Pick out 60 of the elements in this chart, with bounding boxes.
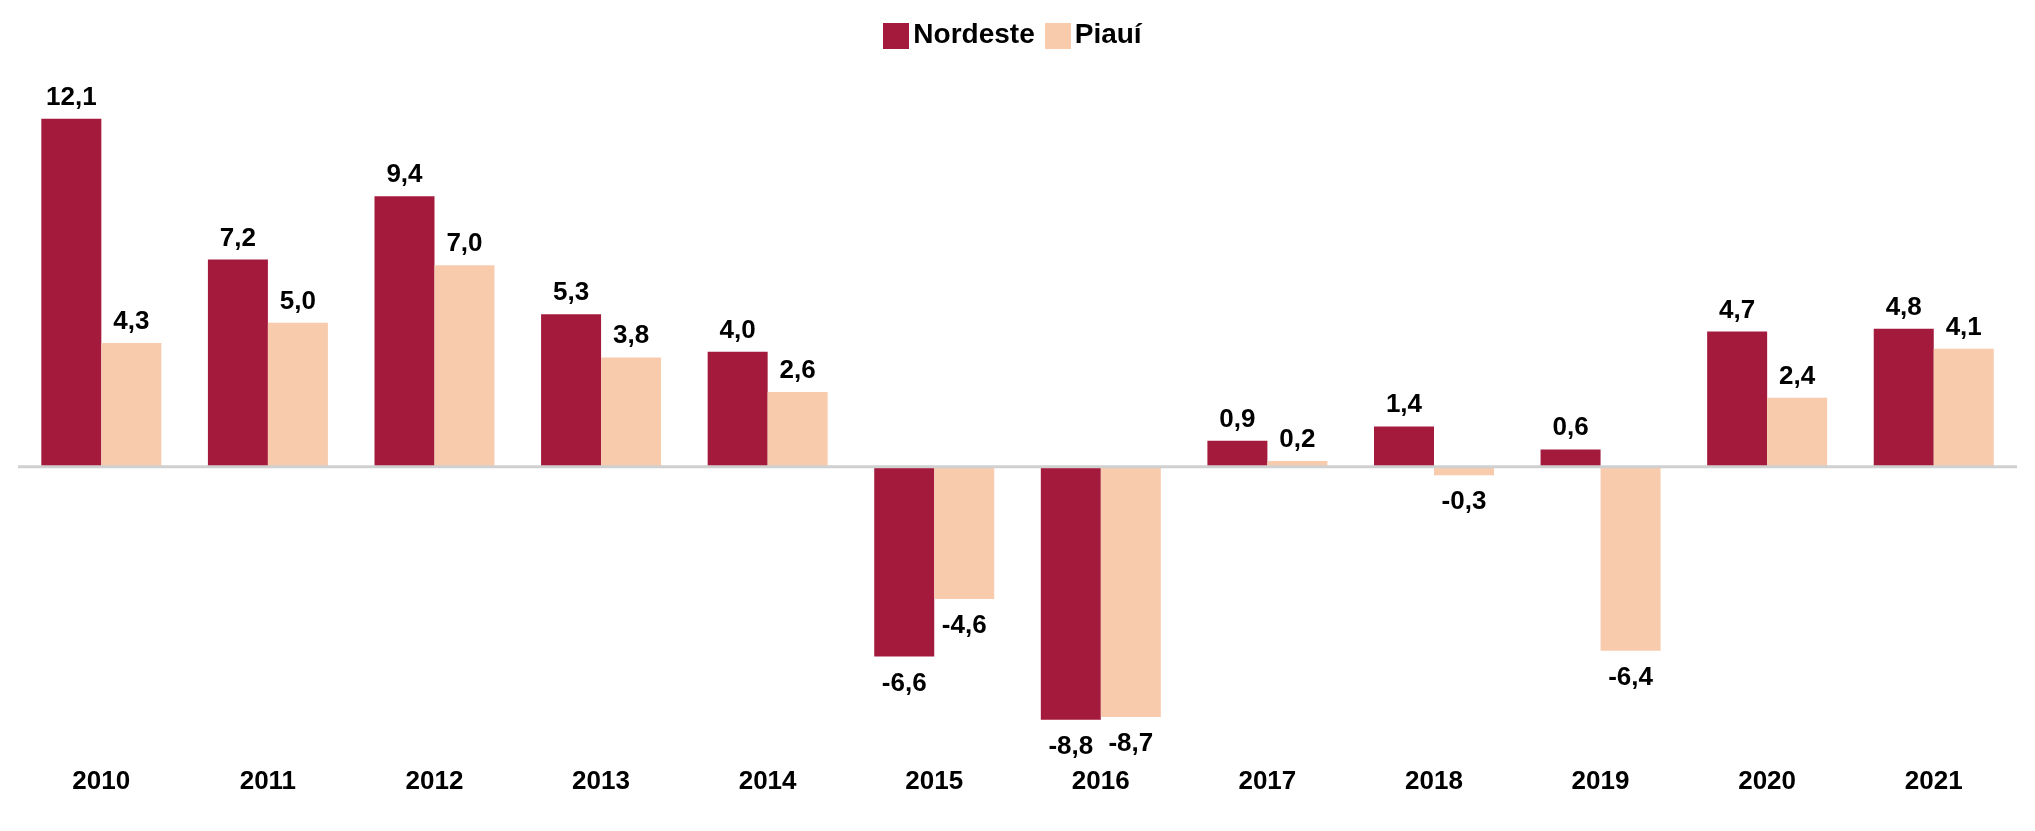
bar [267, 322, 328, 467]
x-tick-label: 2013 [572, 765, 630, 796]
bar [374, 196, 435, 467]
x-tick-label: 2021 [1904, 765, 1963, 796]
data-label: 4,0 [719, 313, 756, 344]
bar [1873, 328, 1934, 467]
bar [1707, 331, 1768, 467]
data-label: -4,6 [941, 609, 987, 640]
data-label: -6,6 [881, 666, 927, 697]
bar [434, 265, 495, 467]
bar [1207, 440, 1268, 467]
bar [1040, 466, 1101, 720]
x-tick-label: 2019 [1571, 765, 1630, 796]
bar [767, 391, 828, 467]
bar [207, 259, 268, 467]
data-label: -6,4 [1608, 660, 1654, 691]
data-label: 5,3 [552, 276, 590, 307]
data-label: 4,8 [1885, 290, 1922, 321]
bar [1540, 449, 1601, 467]
data-label: -8,8 [1048, 729, 1094, 760]
data-label: 4,3 [113, 305, 150, 336]
x-tick-label: 2017 [1238, 765, 1297, 796]
bar [41, 118, 102, 467]
x-tick-label: 2016 [1071, 765, 1130, 796]
data-label: 7,2 [219, 221, 256, 252]
bar [707, 351, 768, 467]
data-label: 2,4 [1779, 359, 1816, 390]
data-label: 1,4 [1385, 388, 1423, 419]
x-tick-label: 2014 [738, 765, 798, 796]
x-tick-label: 2010 [72, 765, 131, 796]
data-label: 2,6 [779, 353, 816, 384]
data-label: -8,7 [1108, 726, 1154, 757]
data-label: 9,4 [386, 158, 424, 189]
data-label: 0,2 [1279, 422, 1316, 453]
data-label: 4,7 [1719, 293, 1756, 324]
bar [1600, 466, 1661, 651]
data-label: 5,0 [279, 284, 316, 315]
data-label: 7,0 [446, 227, 483, 258]
x-tick-label: 2011 [239, 765, 297, 796]
x-tick-label: 2015 [905, 765, 964, 796]
data-label: 3,8 [612, 319, 650, 350]
data-label: 4,1 [1945, 310, 1982, 341]
x-tick-label: 2018 [1405, 765, 1463, 796]
bar [541, 314, 602, 467]
data-label: -0,3 [1441, 485, 1487, 516]
data-label: 12,1 [46, 80, 97, 111]
bar [1373, 426, 1434, 467]
bar [1933, 348, 1994, 467]
legend-label: Piauí [1074, 18, 1142, 49]
x-tick-label: 2020 [1738, 765, 1797, 796]
bar [874, 466, 935, 657]
legend-label: Nordeste [913, 18, 1035, 49]
x-tick-label: 2012 [405, 765, 464, 796]
bar [601, 357, 662, 467]
bar [934, 466, 995, 600]
bar [101, 343, 162, 467]
data-label: 0,6 [1552, 411, 1589, 442]
data-label: 0,9 [1219, 402, 1256, 433]
bar [1767, 397, 1828, 467]
bar [1100, 466, 1161, 717]
